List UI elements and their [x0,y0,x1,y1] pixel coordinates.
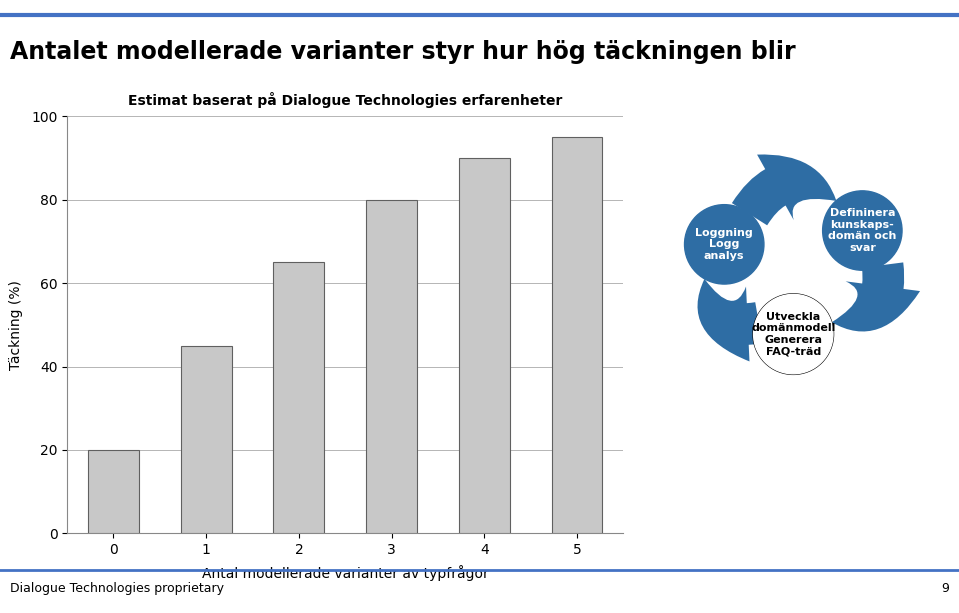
Circle shape [823,191,902,270]
Circle shape [685,205,764,284]
Bar [366,200,417,533]
Title: Estimat baserat på Dialogue Technologies erfarenheter: Estimat baserat på Dialogue Technologies… [129,93,562,109]
Bar [88,450,139,533]
X-axis label: Antal modellerade varianter av typfrågor: Antal modellerade varianter av typfrågor [201,565,489,581]
Text: Defininera
kunskaps-
domän och
svar: Defininera kunskaps- domän och svar [829,208,897,253]
Circle shape [754,294,833,374]
Text: Utveckla
domänmodell
Generera
FAQ-träd: Utveckla domänmodell Generera FAQ-träd [751,312,835,357]
Y-axis label: Täckning (%): Täckning (%) [9,280,23,370]
Bar [180,346,232,533]
Text: Dialogue Technologies proprietary: Dialogue Technologies proprietary [10,582,223,595]
Bar [458,158,510,533]
Text: 9: 9 [942,582,949,595]
Text: Antalet modellerade varianter styr hur hög täckningen blir: Antalet modellerade varianter styr hur h… [10,40,795,64]
Bar [551,137,602,533]
Text: Loggning
Logg
analys: Loggning Logg analys [695,228,753,261]
Bar [273,262,324,533]
